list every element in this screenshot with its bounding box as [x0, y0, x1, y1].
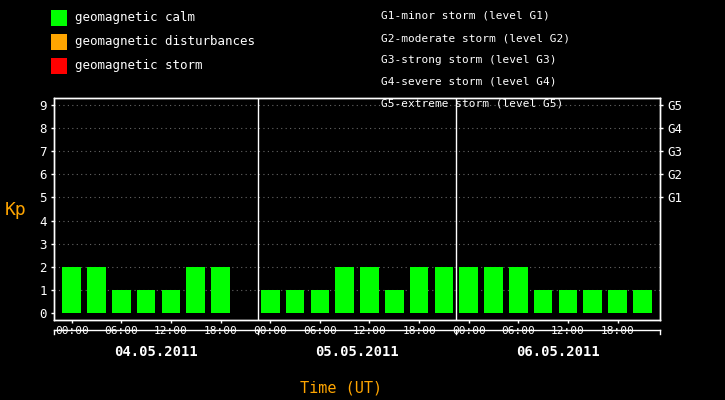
Bar — [211, 267, 230, 313]
Text: G2-moderate storm (level G2): G2-moderate storm (level G2) — [381, 33, 570, 43]
Bar — [608, 290, 627, 313]
Text: G1-minor storm (level G1): G1-minor storm (level G1) — [381, 11, 550, 21]
Bar — [87, 267, 106, 313]
Text: 06.05.2011: 06.05.2011 — [516, 345, 600, 359]
Bar — [261, 290, 280, 313]
Bar — [410, 267, 428, 313]
Text: 05.05.2011: 05.05.2011 — [315, 345, 399, 359]
Text: Time (UT): Time (UT) — [299, 380, 382, 396]
Text: 04.05.2011: 04.05.2011 — [115, 345, 198, 359]
Bar — [336, 267, 354, 313]
Text: geomagnetic storm: geomagnetic storm — [75, 60, 203, 72]
Bar — [310, 290, 329, 313]
Bar — [62, 267, 81, 313]
Bar — [584, 290, 602, 313]
Bar — [534, 290, 552, 313]
Bar — [137, 290, 155, 313]
Bar — [112, 290, 130, 313]
Bar — [633, 290, 652, 313]
Text: G3-strong storm (level G3): G3-strong storm (level G3) — [381, 55, 556, 65]
Bar — [434, 267, 453, 313]
Text: geomagnetic disturbances: geomagnetic disturbances — [75, 36, 255, 48]
Bar — [460, 267, 478, 313]
Bar — [484, 267, 503, 313]
Text: G5-extreme storm (level G5): G5-extreme storm (level G5) — [381, 99, 563, 109]
Bar — [186, 267, 205, 313]
Bar — [162, 290, 181, 313]
Bar — [360, 267, 378, 313]
Text: geomagnetic calm: geomagnetic calm — [75, 12, 196, 24]
Bar — [286, 290, 304, 313]
Text: G4-severe storm (level G4): G4-severe storm (level G4) — [381, 77, 556, 87]
Bar — [559, 290, 577, 313]
Bar — [509, 267, 528, 313]
Bar — [385, 290, 404, 313]
Text: Kp: Kp — [5, 201, 27, 219]
